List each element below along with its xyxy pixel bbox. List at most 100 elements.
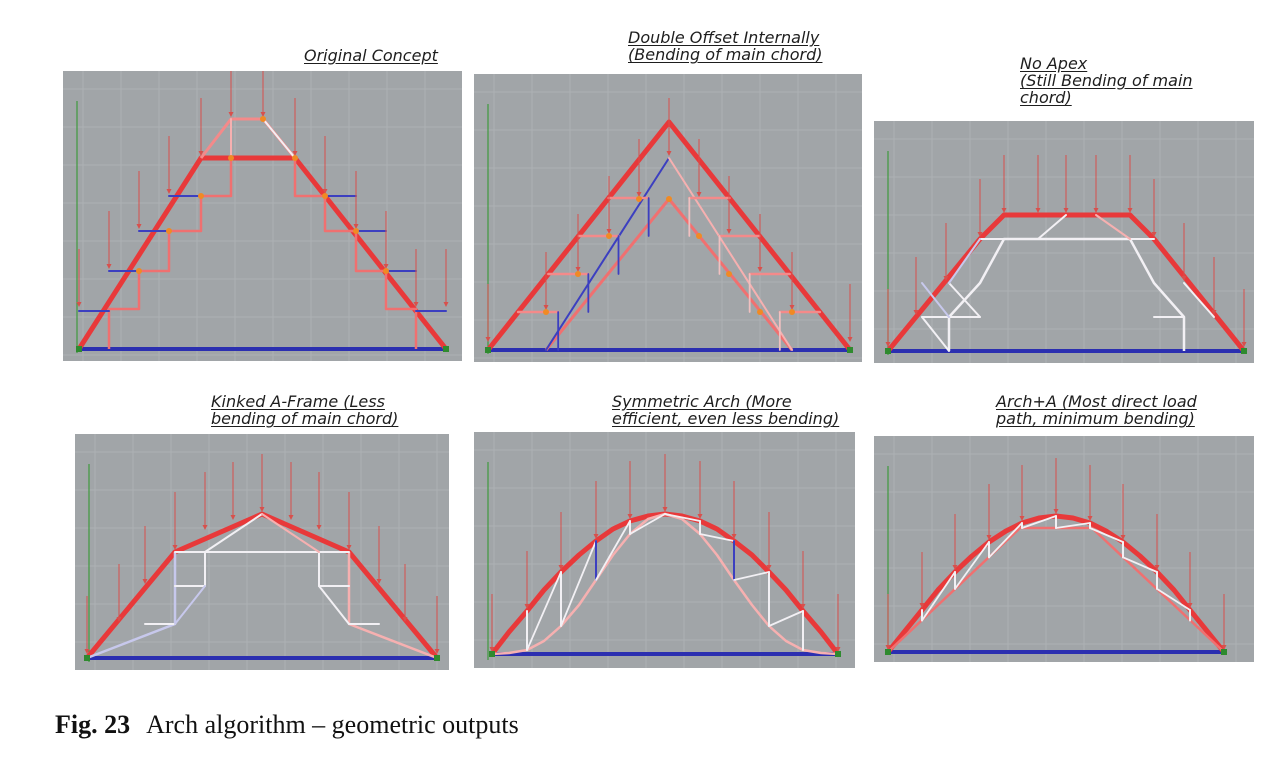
truss-panel-no-apex xyxy=(874,121,1254,363)
web-member xyxy=(318,585,350,625)
support-marker xyxy=(485,347,491,353)
load-arrowhead xyxy=(106,264,112,269)
support-marker xyxy=(76,346,82,352)
truss-node xyxy=(726,271,732,277)
figure-number: Fig. 23 xyxy=(55,710,131,739)
load-arrowhead xyxy=(316,525,322,530)
truss-panel-symmetric-arch xyxy=(474,432,855,668)
truss-node xyxy=(353,228,359,234)
support-marker xyxy=(84,655,90,661)
load-arrowhead xyxy=(322,189,328,194)
load-arrowhead xyxy=(697,514,703,519)
web-member xyxy=(948,238,981,284)
web-member xyxy=(921,316,950,352)
web-member xyxy=(560,540,597,627)
truss-node xyxy=(636,196,642,202)
load-arrowhead xyxy=(1063,208,1069,213)
load-arrowhead xyxy=(726,229,732,234)
load-arrowhead xyxy=(402,617,408,622)
truss-panel-original-concept xyxy=(63,71,462,361)
load-arrowhead xyxy=(288,515,294,520)
truss-node xyxy=(383,268,389,274)
load-arrowhead xyxy=(636,192,642,197)
web-member xyxy=(1122,556,1158,573)
load-arrowhead xyxy=(575,267,581,272)
load-arrowhead xyxy=(731,534,737,539)
truss-diagram-no-apex xyxy=(874,121,1254,363)
load-arrowhead xyxy=(383,264,389,269)
load-arrowhead xyxy=(1187,603,1193,608)
web-member xyxy=(954,541,990,590)
load-arrowhead xyxy=(666,151,672,156)
web-member xyxy=(204,513,263,553)
web-member xyxy=(526,571,562,651)
support-marker xyxy=(885,348,891,354)
truss-node xyxy=(198,193,204,199)
inner-chord xyxy=(491,512,839,656)
web-member xyxy=(988,522,1023,559)
load-arrowhead xyxy=(558,565,564,570)
load-arrowhead xyxy=(202,525,208,530)
web-member xyxy=(1095,214,1131,240)
load-arrowhead xyxy=(443,302,449,307)
load-arrowhead xyxy=(627,514,633,519)
support-marker xyxy=(434,655,440,661)
load-arrowhead xyxy=(919,603,925,608)
truss-node xyxy=(322,193,328,199)
load-arrowhead xyxy=(228,112,234,117)
load-arrowhead xyxy=(230,515,236,520)
load-arrowhead xyxy=(606,229,612,234)
load-arrowhead xyxy=(84,649,90,654)
web-member xyxy=(261,513,320,553)
web-member xyxy=(1021,515,1057,529)
truss-node xyxy=(136,268,142,274)
truss-panel-arch-a xyxy=(874,436,1254,662)
truss-node xyxy=(260,116,266,122)
support-marker xyxy=(835,651,841,657)
main-chord xyxy=(886,513,1226,654)
web-member xyxy=(699,533,735,542)
load-arrowhead xyxy=(76,302,82,307)
truss-panel-kinked-a-frame xyxy=(75,434,449,670)
load-arrowhead xyxy=(292,151,298,156)
load-arrowhead xyxy=(485,337,491,342)
web-member xyxy=(629,513,666,535)
truss-panel-double-offset xyxy=(474,74,862,362)
truss-diagram-original-concept xyxy=(63,71,462,361)
web-member xyxy=(921,571,956,622)
load-arrowhead xyxy=(1093,208,1099,213)
web-member xyxy=(595,520,631,581)
load-arrowhead xyxy=(757,267,763,272)
load-arrowhead xyxy=(1241,342,1247,347)
load-arrowhead xyxy=(524,604,530,609)
load-arrowhead xyxy=(1035,208,1041,213)
load-arrowhead xyxy=(885,342,891,347)
load-arrowhead xyxy=(943,276,949,281)
load-arrowhead xyxy=(489,647,495,652)
load-arrowhead xyxy=(172,545,178,550)
load-arrowhead xyxy=(766,565,772,570)
web-member xyxy=(664,513,701,522)
truss-node xyxy=(666,196,672,202)
inner-chord xyxy=(107,158,233,349)
inner-chord xyxy=(293,158,418,349)
load-arrowhead xyxy=(847,337,853,342)
load-arrowhead xyxy=(952,565,958,570)
load-arrowhead xyxy=(1053,509,1059,514)
inner-chord xyxy=(947,237,1186,351)
web-member xyxy=(948,282,981,318)
load-arrowhead xyxy=(116,617,122,622)
truss-node xyxy=(166,228,172,234)
load-arrowhead xyxy=(353,224,359,229)
apex-chord xyxy=(199,117,297,159)
load-arrowhead xyxy=(662,507,668,512)
load-arrowhead xyxy=(1181,276,1187,281)
load-arrowhead xyxy=(1154,565,1160,570)
support-marker xyxy=(847,347,853,353)
load-arrowhead xyxy=(1001,208,1007,213)
web-member xyxy=(668,157,793,351)
load-arrowhead xyxy=(696,192,702,197)
load-arrowhead xyxy=(1221,645,1227,650)
main-chord xyxy=(886,212,1246,353)
web-member xyxy=(174,585,206,625)
